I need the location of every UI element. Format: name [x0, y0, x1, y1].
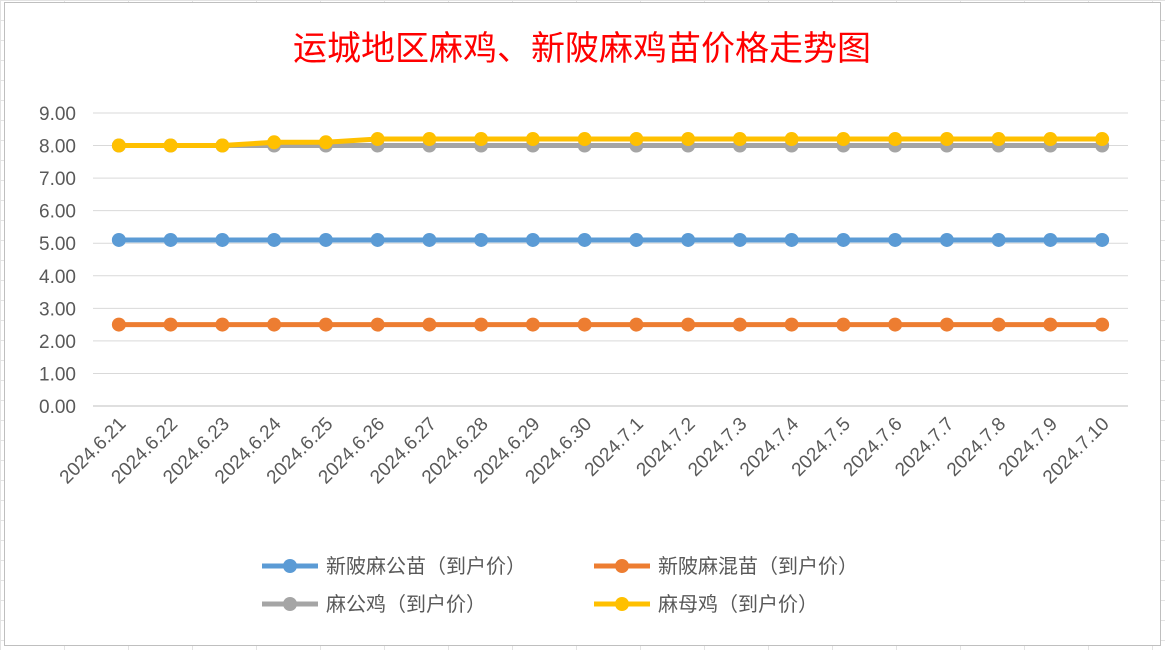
legend-label: 新陂麻公苗（到户价） — [326, 554, 526, 578]
y-tick-label: 5.00 — [39, 234, 76, 255]
data-point[interactable] — [888, 317, 903, 332]
data-point[interactable] — [525, 132, 540, 147]
data-point[interactable] — [1043, 317, 1058, 332]
data-point[interactable] — [888, 232, 903, 247]
legend-marker — [615, 559, 629, 573]
y-tick-label: 0.00 — [39, 397, 76, 418]
data-point[interactable] — [163, 138, 178, 153]
y-tick-label: 7.00 — [39, 169, 76, 190]
data-point[interactable] — [474, 132, 489, 147]
data-point[interactable] — [836, 132, 851, 147]
data-point[interactable] — [1043, 232, 1058, 247]
data-point[interactable] — [422, 232, 437, 247]
series-2 — [111, 317, 1110, 332]
data-point[interactable] — [732, 317, 747, 332]
data-point[interactable] — [939, 232, 954, 247]
data-point[interactable] — [629, 317, 644, 332]
chart-title: 运城地区麻鸡、新陂麻鸡苗价格走势图 — [293, 29, 871, 69]
legend-marker — [615, 597, 629, 611]
legend-marker — [283, 559, 297, 573]
data-point[interactable] — [163, 232, 178, 247]
data-point[interactable] — [370, 132, 385, 147]
data-point[interactable] — [525, 317, 540, 332]
legend-label: 新陂麻混苗（到户价） — [658, 554, 858, 578]
data-point[interactable] — [1095, 132, 1110, 147]
data-point[interactable] — [1095, 317, 1110, 332]
legend-item[interactable]: 新陂麻公苗（到户价） — [262, 554, 526, 578]
data-point[interactable] — [732, 132, 747, 147]
data-point[interactable] — [422, 317, 437, 332]
data-point[interactable] — [525, 232, 540, 247]
data-point[interactable] — [784, 317, 799, 332]
data-point[interactable] — [629, 232, 644, 247]
y-tick-label: 4.00 — [39, 267, 76, 288]
data-point[interactable] — [370, 232, 385, 247]
x-axis-ticks: 2024.6.212024.6.222024.6.232024.6.242024… — [56, 413, 1114, 488]
gridlines — [93, 112, 1128, 407]
y-axis-ticks: 0.00 1.00 2.00 3.00 4.00 5.00 6.00 7.00 8.00 9.00 — [39, 104, 76, 418]
data-point[interactable] — [267, 317, 282, 332]
data-point[interactable] — [836, 232, 851, 247]
y-tick-label: 6.00 — [39, 202, 76, 223]
data-point[interactable] — [474, 232, 489, 247]
series-line — [118, 136, 1103, 149]
series-4 — [111, 132, 1110, 153]
data-point[interactable] — [629, 132, 644, 147]
y-tick-label: 8.00 — [39, 137, 76, 158]
data-point[interactable] — [1095, 232, 1110, 247]
data-point[interactable] — [991, 317, 1006, 332]
data-point[interactable] — [888, 132, 903, 147]
y-tick-label: 1.00 — [39, 364, 76, 385]
data-point[interactable] — [163, 317, 178, 332]
legend-item[interactable]: 新陂麻混苗（到户价） — [594, 554, 858, 578]
data-point[interactable] — [577, 317, 592, 332]
data-point[interactable] — [991, 232, 1006, 247]
data-point[interactable] — [267, 135, 282, 150]
data-point[interactable] — [577, 232, 592, 247]
legend-label: 麻母鸡（到户价） — [658, 592, 818, 616]
data-point[interactable] — [318, 135, 333, 150]
data-point[interactable] — [111, 317, 126, 332]
series-layer — [111, 132, 1110, 332]
data-point[interactable] — [577, 132, 592, 147]
data-point[interactable] — [370, 317, 385, 332]
data-point[interactable] — [681, 317, 696, 332]
data-point[interactable] — [318, 232, 333, 247]
series-1 — [111, 232, 1110, 247]
data-point[interactable] — [784, 232, 799, 247]
data-point[interactable] — [111, 232, 126, 247]
y-tick-label: 3.00 — [39, 299, 76, 320]
data-point[interactable] — [474, 317, 489, 332]
data-point[interactable] — [681, 132, 696, 147]
legend-item[interactable]: 麻母鸡（到户价） — [594, 592, 818, 616]
y-tick-label: 2.00 — [39, 332, 76, 353]
data-point[interactable] — [836, 317, 851, 332]
data-point[interactable] — [111, 138, 126, 153]
data-point[interactable] — [784, 132, 799, 147]
legend-label: 麻公鸡（到户价） — [326, 592, 486, 616]
data-point[interactable] — [318, 317, 333, 332]
data-point[interactable] — [215, 232, 230, 247]
data-point[interactable] — [939, 132, 954, 147]
data-point[interactable] — [991, 132, 1006, 147]
data-point[interactable] — [422, 132, 437, 147]
data-point[interactable] — [267, 232, 282, 247]
data-point[interactable] — [732, 232, 747, 247]
y-tick-label: 9.00 — [39, 104, 76, 125]
legend[interactable]: 新陂麻公苗（到户价） 新陂麻混苗（到户价） 麻公鸡（到户价） 麻母鸡（到户价） — [262, 554, 858, 616]
data-point[interactable] — [939, 317, 954, 332]
legend-item[interactable]: 麻公鸡（到户价） — [262, 592, 486, 616]
data-point[interactable] — [1043, 132, 1058, 147]
data-point[interactable] — [215, 138, 230, 153]
legend-marker — [283, 597, 297, 611]
data-point[interactable] — [215, 317, 230, 332]
data-point[interactable] — [681, 232, 696, 247]
